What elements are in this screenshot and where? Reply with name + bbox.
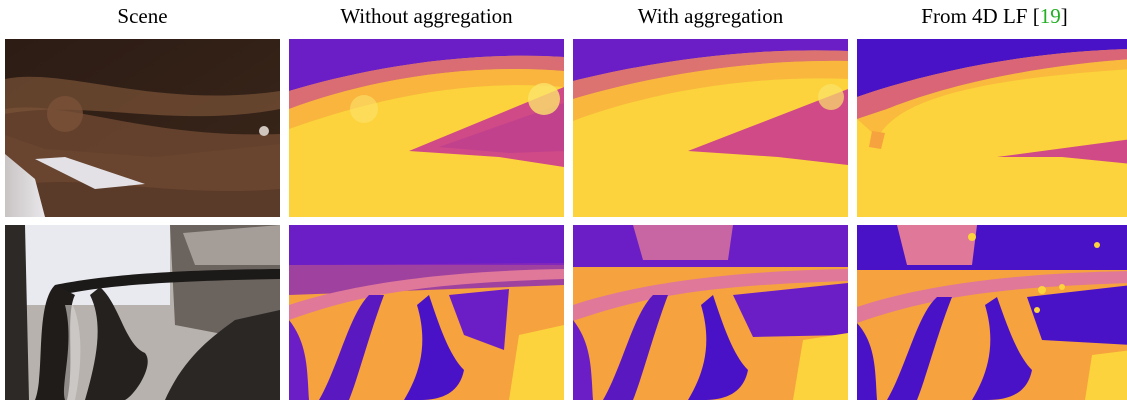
depth-map-from-4d-lf-seahorse <box>857 225 1127 400</box>
scene-image-seahorse-railing <box>5 225 280 400</box>
depth-map-without-aggregation-belt <box>289 39 564 217</box>
header-scene: Scene <box>117 4 168 28</box>
depth-map-without-aggregation-seahorse <box>289 225 564 400</box>
depth-map-with-aggregation-seahorse <box>573 225 848 400</box>
depth-map-with-aggregation-belt <box>573 39 848 217</box>
header-with-aggregation: With aggregation <box>637 4 784 28</box>
header-from-4d-lf: From 4D LF [19] <box>921 4 1068 28</box>
citation-link[interactable]: 19 <box>1039 4 1061 28</box>
depth-map-from-4d-lf-belt <box>857 39 1127 217</box>
scene-image-belt <box>5 39 280 217</box>
header-without-aggregation: Without aggregation <box>340 4 513 28</box>
